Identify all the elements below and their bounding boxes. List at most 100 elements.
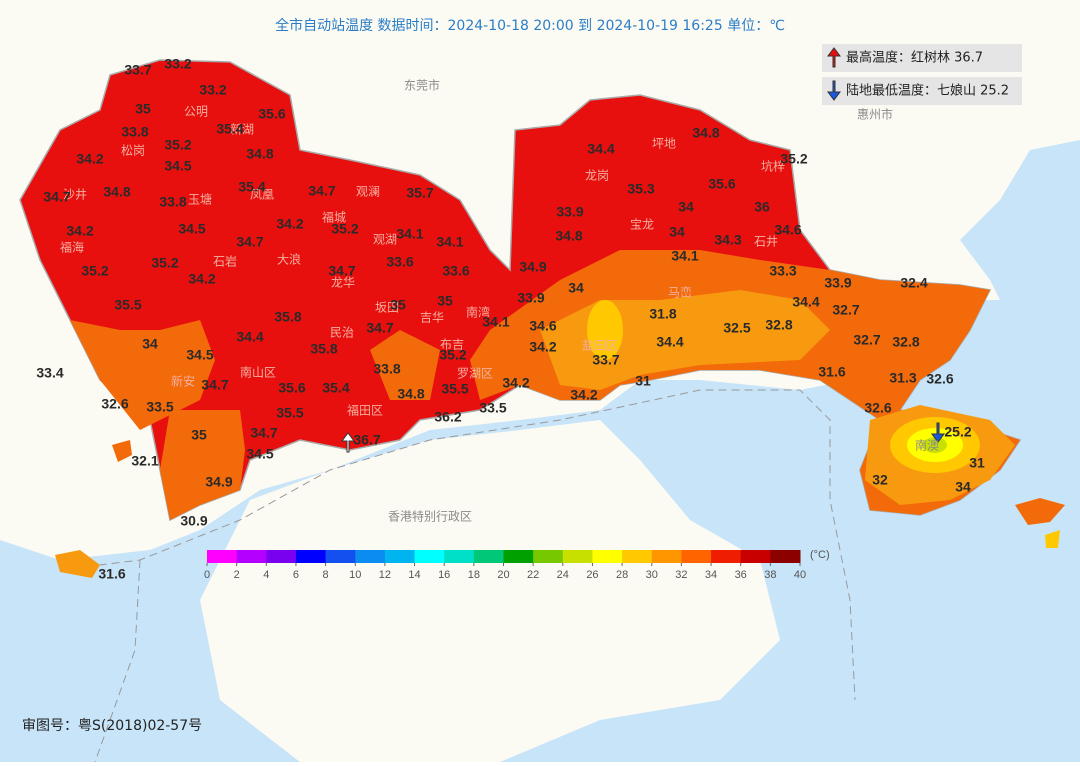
station-temp: 34.7 [328, 263, 355, 279]
colorbar-label: 4 [263, 569, 269, 581]
colorbar-segment [414, 550, 445, 563]
min-marker [931, 422, 945, 443]
colorbar-segment [533, 550, 564, 563]
island [1045, 530, 1060, 548]
colorbar-segment [503, 550, 534, 563]
colorbar-segment [681, 550, 712, 563]
max-marker [341, 432, 355, 453]
station-temp: 34.2 [502, 375, 529, 391]
colorbar-segment [651, 550, 682, 563]
colorbar-label: 40 [794, 569, 806, 581]
station-temp: 33.2 [164, 56, 191, 72]
station-temp: 35.2 [164, 137, 191, 153]
colorbar-segment [473, 550, 504, 563]
zone-orange [70, 320, 215, 430]
station-temp: 33.2 [199, 82, 226, 98]
min-box [822, 77, 1022, 105]
station-temp: 35.2 [81, 263, 108, 279]
station-temp: 34 [678, 199, 694, 215]
station-temp: 33.4 [36, 365, 63, 381]
place-name: 公明 [184, 105, 208, 119]
station-temp: 33.5 [479, 400, 506, 416]
max-label: 最高温度：红树林 36.7 [846, 50, 983, 66]
colorbar-segment [770, 550, 801, 563]
station-temp: 33.8 [159, 194, 186, 210]
station-temp: 32.6 [864, 400, 891, 416]
place-name: 福海 [60, 240, 84, 255]
station-temp: 25.2 [944, 424, 971, 440]
station-temp: 33.9 [824, 275, 851, 291]
place-name: 坪地 [652, 137, 676, 151]
colorbar-label: 26 [586, 569, 598, 581]
station-temp: 34.1 [396, 226, 423, 242]
place-name: 民治 [330, 326, 354, 340]
island [1015, 498, 1065, 525]
station-temp: 33.9 [517, 290, 544, 306]
station-temp: 34.2 [276, 216, 303, 232]
island [55, 550, 100, 578]
colorbar-segment [740, 550, 771, 563]
min-icon [827, 80, 841, 101]
station-temp: 34.1 [671, 248, 698, 264]
station-temp: 35.2 [780, 151, 807, 167]
colorbar-segment [592, 550, 623, 563]
station-temp: 34.5 [178, 221, 205, 237]
station-temp: 34.7 [201, 377, 228, 393]
station-temp: 31.6 [818, 364, 845, 380]
station-temp: 34.5 [186, 347, 213, 363]
station-temp: 32.6 [101, 396, 128, 412]
station-temp: 32.4 [900, 275, 927, 291]
station-temp: 32.8 [765, 317, 792, 333]
station-temp: 32.1 [131, 453, 158, 469]
station-temp: 33.6 [442, 263, 469, 279]
place-name: 观澜 [356, 185, 380, 199]
station-temp: 35.5 [276, 405, 303, 421]
station-temp: 34.7 [236, 234, 263, 250]
colorbar-label: 16 [438, 569, 450, 581]
place-name: 观湖 [373, 232, 397, 247]
station-temp: 36.2 [434, 409, 461, 425]
place-name: 凤凰 [250, 188, 274, 202]
station-temp: 34.4 [656, 334, 683, 350]
station-temp: 36.7 [353, 432, 380, 448]
station-temp: 36 [754, 199, 770, 215]
max-icon [827, 47, 841, 68]
station-temp: 34.7 [43, 189, 70, 205]
station-temp: 35.4 [238, 179, 265, 195]
station-temp: 34.3 [714, 232, 741, 248]
place-name: 坑梓 [761, 159, 785, 174]
colorbar-label: 22 [527, 569, 539, 581]
station-temp: 34.6 [529, 318, 556, 334]
station-temp: 35.6 [258, 106, 285, 122]
colorbar-label: 0 [204, 569, 210, 581]
colorbar-label: 30 [646, 569, 658, 581]
boundary-line [59, 389, 856, 701]
colorbar-unit: (°C) [810, 549, 830, 561]
station-temp: 34.2 [529, 339, 556, 355]
place-name: 福田区 [347, 403, 383, 418]
station-temp: 34.4 [792, 294, 819, 310]
approval: 审图号：粤S(2018)02-57号 [22, 718, 202, 734]
station-temp: 31 [969, 455, 985, 471]
station-temp: 34.8 [555, 228, 582, 244]
station-temp: 33.6 [386, 254, 413, 270]
station-temp: 31.3 [889, 370, 916, 386]
station-temp: 34.9 [205, 474, 232, 490]
station-temp: 34.6 [774, 222, 801, 238]
station-temp: 34.9 [519, 259, 546, 275]
place-name: 新安 [171, 374, 195, 389]
place-name: 东莞市 [404, 78, 440, 93]
colorbar-label: 28 [616, 569, 628, 581]
zone-yellow [587, 300, 623, 360]
station-temp: 34.8 [103, 184, 130, 200]
colorbar-segment [355, 550, 386, 563]
station-temp: 34.5 [164, 158, 191, 174]
colorbar-label: 14 [408, 569, 420, 581]
station-temp: 33.8 [373, 361, 400, 377]
place-name: 吉华 [420, 311, 444, 325]
place-name: 宝龙 [630, 218, 654, 232]
colorbar-segment [236, 550, 267, 563]
station-temp: 32.5 [723, 320, 750, 336]
station-temp: 33.8 [121, 124, 148, 140]
colorbar-label: 2 [234, 569, 240, 581]
